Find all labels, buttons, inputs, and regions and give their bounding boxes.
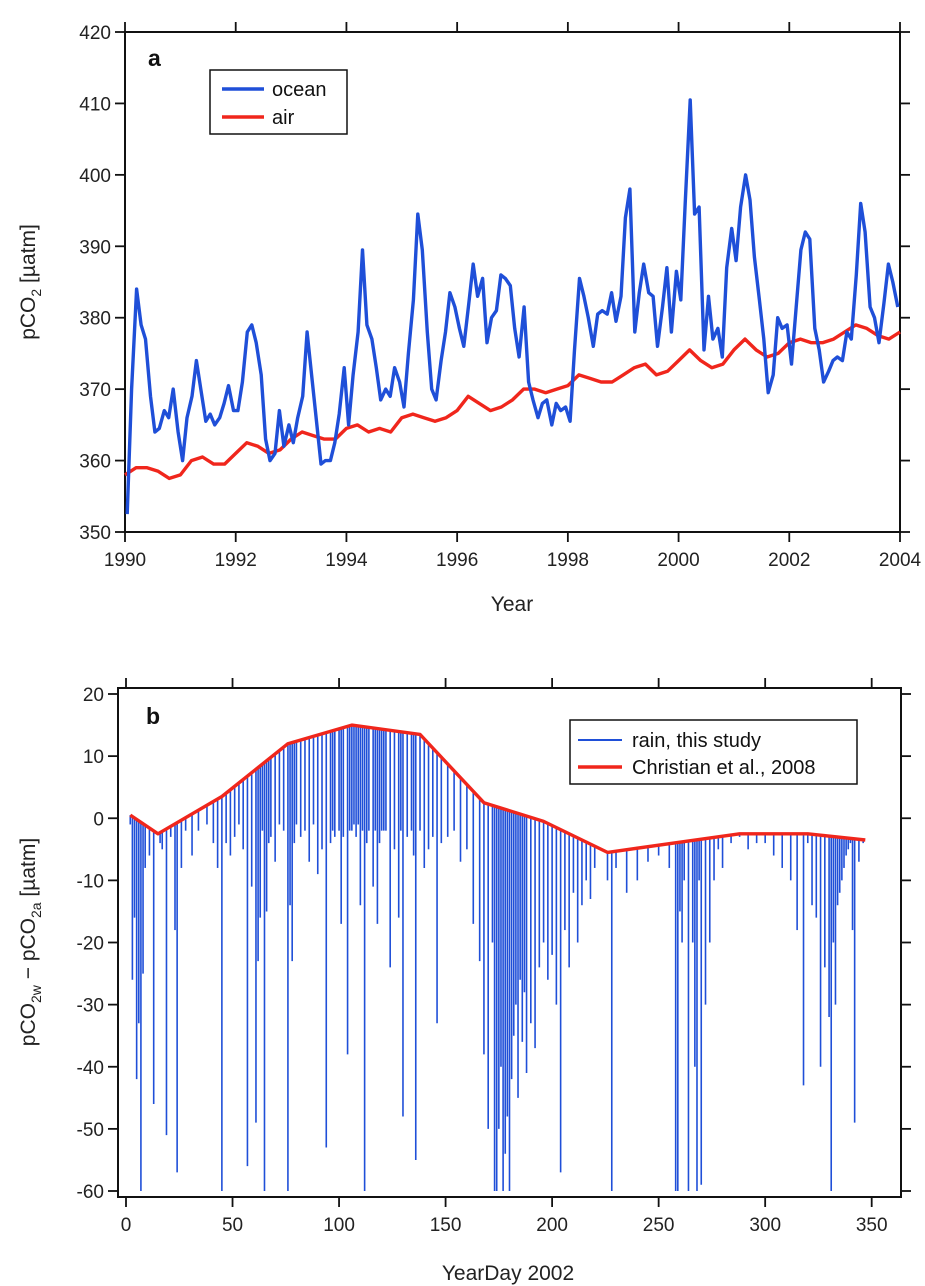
panel-a-x-axis-title: Year bbox=[491, 593, 533, 616]
b-y-tick-label: -30 bbox=[77, 996, 104, 1017]
panel-a: 1990 1992 1994 1996 1998 2000 2002 2004 3503603… bbox=[17, 22, 922, 616]
panel-a-legend-box bbox=[209, 69, 348, 135]
panel-b: 0 50 100 150 200 250 300 350 -60-50-40-30-20-10… bbox=[17, 678, 911, 1285]
a-x-tick-label: 1996 bbox=[436, 550, 478, 571]
a-y-tick-label: 400 bbox=[79, 166, 111, 187]
panel-b-legend: rain, this study Christian et al., 2008 bbox=[569, 719, 858, 785]
b-x-tick-label: 300 bbox=[749, 1215, 781, 1236]
panel-b-label: b bbox=[146, 703, 160, 729]
panel-a-legend: ocean air bbox=[209, 69, 348, 135]
panel-a-ylabel-main: pCO bbox=[17, 297, 40, 340]
panel-b-y-axis-title: pCO2w − pCO2a [µatm] bbox=[17, 838, 44, 1046]
a-y-tick-label: 420 bbox=[79, 23, 111, 44]
a-x-tick-label: 1992 bbox=[215, 550, 257, 571]
legend-christian-label: Christian et al., 2008 bbox=[632, 757, 815, 779]
panel-a-ylabel-sub: 2 bbox=[28, 289, 44, 297]
panel-b-x-ticks: 0 50 100 150 200 250 300 350 bbox=[121, 678, 888, 1236]
panel-b-y-ticks: -60 -50 -40 -30 -20 -10 0 10 20 bbox=[77, 685, 911, 1203]
b-x-tick-label: 0 bbox=[121, 1215, 132, 1236]
panel-a-label: a bbox=[148, 45, 161, 71]
b-y-tick-label: 0 bbox=[93, 809, 104, 830]
series-air-line bbox=[124, 323, 901, 481]
a-y-tick-label: 380 bbox=[79, 309, 111, 330]
a-x-tick-label: 2004 bbox=[879, 550, 922, 571]
a-y-tick-label: 410 bbox=[79, 94, 111, 115]
a-x-tick-label: 1990 bbox=[104, 550, 146, 571]
a-x-tick-label: 1994 bbox=[325, 550, 368, 571]
a-y-tick-label: 370 bbox=[79, 380, 111, 401]
a-x-tick-label: 2002 bbox=[768, 550, 810, 571]
b-x-tick-label: 200 bbox=[536, 1215, 568, 1236]
legend-ocean-label: ocean bbox=[272, 79, 327, 101]
a-y-tick-label: 390 bbox=[79, 237, 111, 258]
panel-a-ylabel-unit: [µatm] bbox=[17, 224, 40, 289]
b-x-tick-label: 50 bbox=[222, 1215, 243, 1236]
legend-air-label: air bbox=[272, 107, 295, 129]
panel-b-plot-area bbox=[129, 723, 866, 1191]
panel-b-x-axis-title: YearDay 2002 bbox=[442, 1262, 574, 1285]
b-y-tick-label: -40 bbox=[77, 1058, 104, 1079]
a-y-tick-label: 350 bbox=[79, 523, 111, 544]
b-y-tick-label: -60 bbox=[77, 1182, 104, 1203]
series-christian-line bbox=[129, 723, 866, 855]
panel-a-plot-area bbox=[124, 98, 901, 515]
b-x-tick-label: 150 bbox=[430, 1215, 462, 1236]
b-x-tick-label: 250 bbox=[643, 1215, 675, 1236]
panel-a-y-axis-title: pCO2 [µatm] bbox=[17, 224, 44, 340]
panel-a-y-ticks: 350 360 370 380 390 400 410 420 bbox=[79, 23, 910, 544]
a-x-tick-label: 2000 bbox=[657, 550, 699, 571]
panel-a-frame bbox=[124, 31, 901, 533]
b-y-tick-label: -50 bbox=[77, 1120, 104, 1141]
panel-a-x-ticks: 1990 1992 1994 1996 1998 2000 2002 2004 bbox=[104, 22, 922, 571]
a-x-tick-label: 1998 bbox=[547, 550, 589, 571]
panel-b-legend-box bbox=[569, 719, 858, 785]
series-ocean-line bbox=[125, 98, 900, 515]
b-y-tick-label: 10 bbox=[83, 747, 104, 768]
legend-rain-label: rain, this study bbox=[632, 730, 761, 752]
b-x-tick-label: 350 bbox=[856, 1215, 888, 1236]
b-x-tick-label: 100 bbox=[323, 1215, 355, 1236]
b-y-tick-label: -20 bbox=[77, 934, 104, 955]
a-y-tick-label: 360 bbox=[79, 452, 111, 473]
b-y-tick-label: -10 bbox=[77, 871, 104, 892]
b-y-tick-label: 20 bbox=[83, 685, 104, 706]
